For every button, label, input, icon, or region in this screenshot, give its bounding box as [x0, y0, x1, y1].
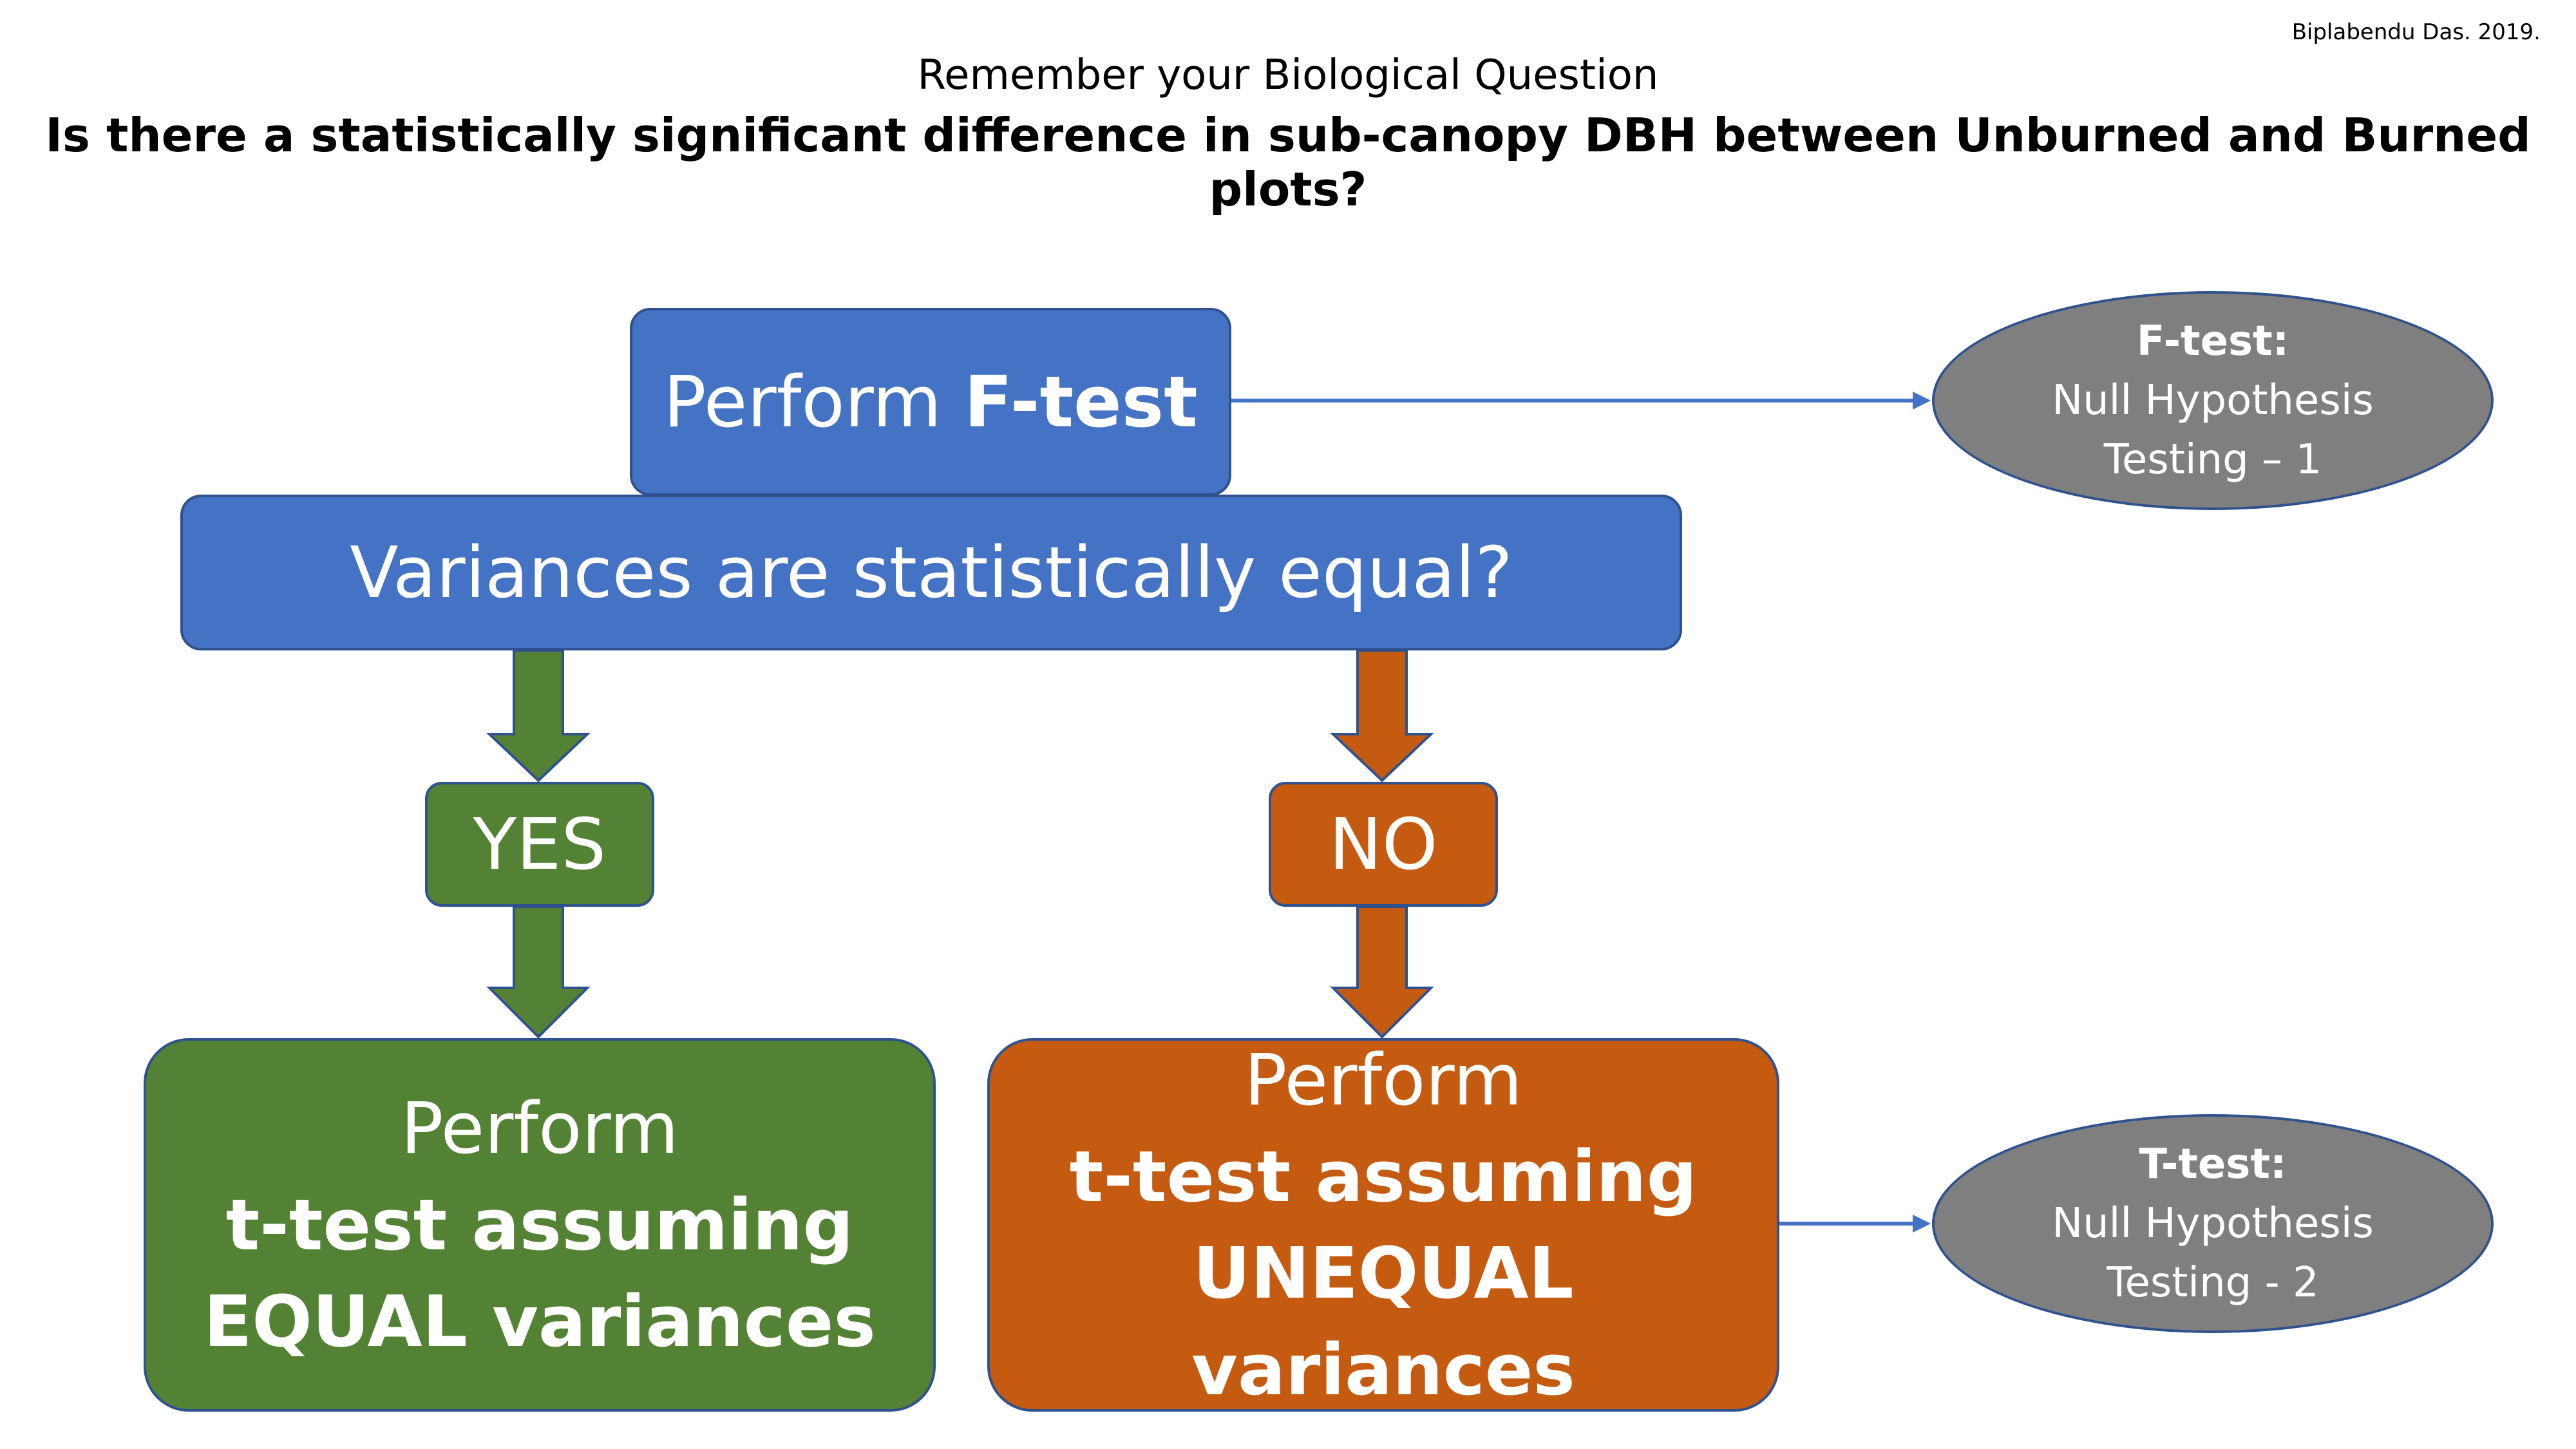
arrowhead-ttest-note — [1913, 1215, 1931, 1233]
ttest-note-line2: Testing - 2 — [2107, 1259, 2319, 1307]
unequal-line3: UNEQUAL variances — [1191, 1232, 1575, 1411]
ftest-note-ellipse: F-test: Null Hypothesis Testing – 1 — [1932, 291, 2494, 510]
unequal-line2: t-test assuming — [1069, 1135, 1698, 1218]
page-title: Is there a statistically significant dif… — [45, 108, 2531, 216]
ftest-note-line1: Null Hypothesis — [2052, 377, 2374, 424]
ftest-note-heading: F-test: — [2136, 317, 2289, 365]
arrow-variance-to-yes — [486, 649, 591, 782]
credit-text: Biplabendu Das. 2019. — [2291, 19, 2541, 45]
arrow-no-to-unequal — [1330, 905, 1434, 1039]
ttest-note-ellipse: T-test: Null Hypothesis Testing - 2 — [1932, 1114, 2494, 1333]
equal-line1: Perform — [401, 1087, 679, 1170]
yes-box: YES — [425, 782, 654, 907]
ftest-prefix: Perform — [663, 361, 965, 443]
ftest-bold: F-test — [964, 361, 1198, 443]
ttest-note-heading: T-test: — [2139, 1141, 2287, 1188]
arrow-variance-to-no — [1329, 649, 1435, 782]
no-box: NO — [1269, 782, 1498, 907]
equal-line2: t-test assuming — [225, 1184, 854, 1266]
variance-question-box: Variances are statistically equal? — [180, 495, 1682, 650]
unequal-variances-box: Perform t-test assuming UNEQUAL variance… — [987, 1038, 1779, 1412]
arrowhead-ftest-note — [1913, 392, 1931, 410]
equal-line3: EQUAL variances — [204, 1280, 876, 1363]
unequal-line1: Perform — [1244, 1039, 1522, 1121]
ttest-note-line1: Null Hypothesis — [2052, 1200, 2374, 1247]
equal-variances-box: Perform t-test assuming EQUAL variances — [144, 1038, 936, 1412]
subtitle: Remember your Biological Question — [917, 52, 1659, 99]
arrow-yes-to-equal — [486, 905, 591, 1039]
ftest-note-line2: Testing – 1 — [2103, 436, 2322, 484]
perform-ftest-box: Perform F-test — [630, 308, 1231, 496]
